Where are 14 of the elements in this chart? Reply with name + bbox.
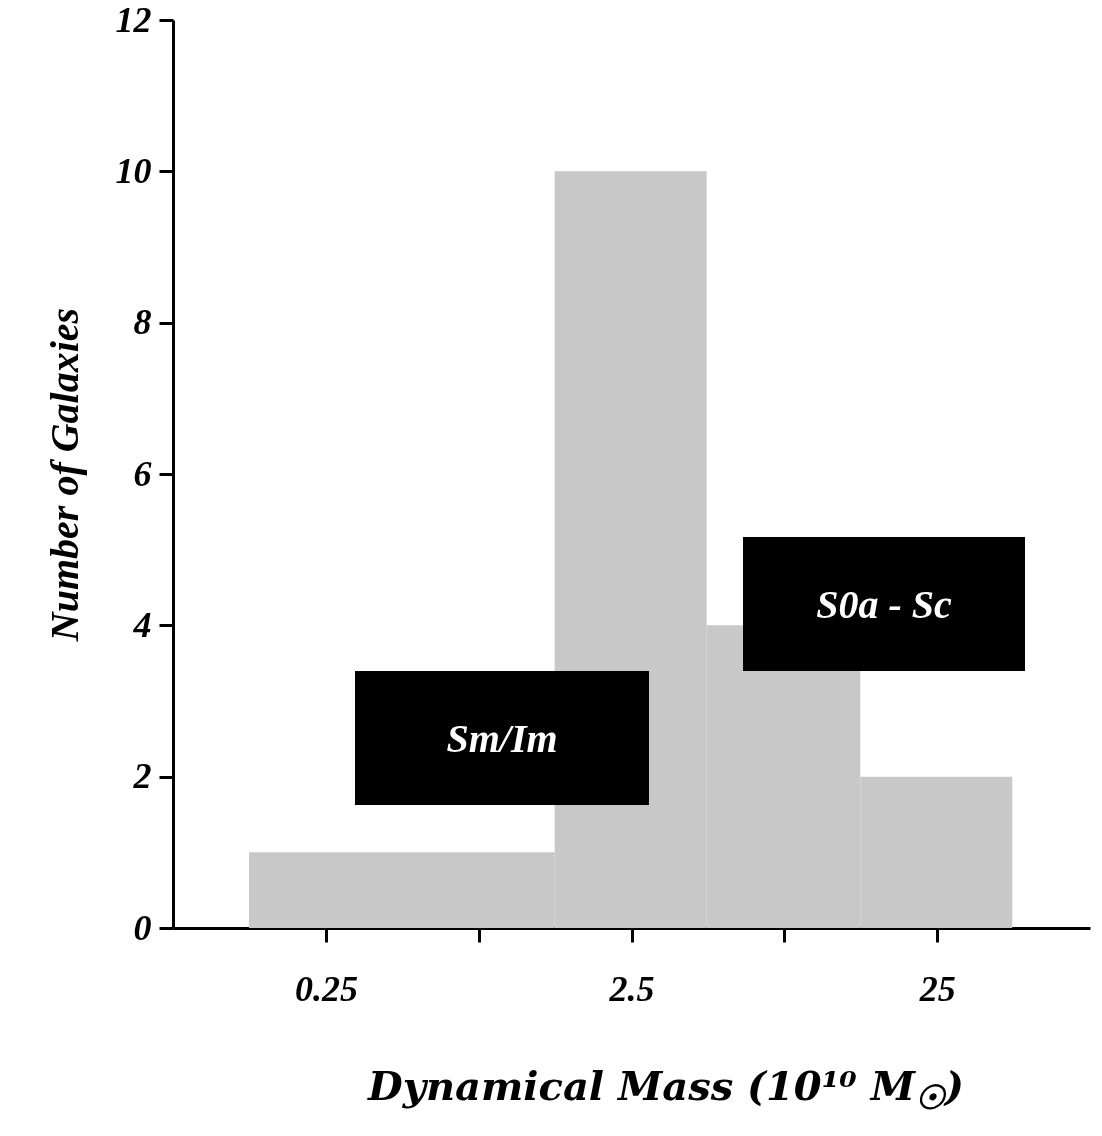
y-tick-label: 8 xyxy=(133,302,152,343)
y-tick-label: 6 xyxy=(133,453,152,494)
y-axis-title: Number of Galaxies xyxy=(41,307,87,643)
y-tick-label: 0 xyxy=(133,907,152,948)
x-tick-label: 25 xyxy=(918,968,956,1009)
label-box: S0a - Sc xyxy=(743,537,1025,671)
y-tick-label: 2 xyxy=(132,756,152,797)
x-axis-title: Dynamical Mass (10¹⁰ M$_{☉}$) xyxy=(366,1062,965,1117)
x-tick-label: 2.5 xyxy=(608,968,655,1009)
label-box: Sm/Im xyxy=(355,671,649,805)
x-tick-label: 0.25 xyxy=(294,968,358,1009)
y-tick-label: 4 xyxy=(132,604,152,645)
y-tick-label: 10 xyxy=(115,150,152,191)
y-tick-label: 12 xyxy=(115,0,152,40)
